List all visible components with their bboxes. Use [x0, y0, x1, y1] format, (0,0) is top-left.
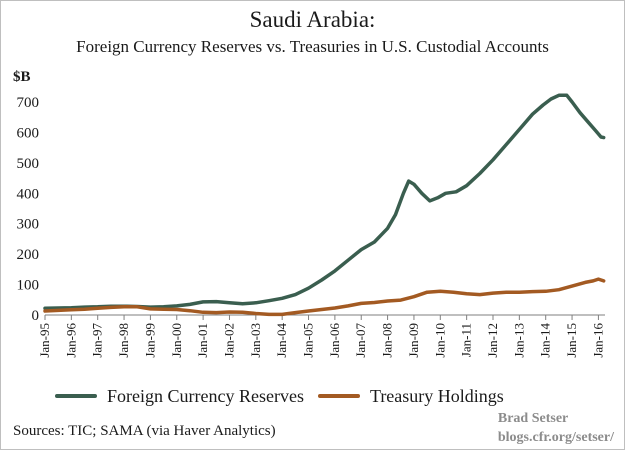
- x-tick-label: Jan-14: [538, 323, 553, 358]
- y-tick-label: 700: [17, 95, 40, 111]
- author-credit: Brad Setser blogs.cfr.org/setser/: [498, 409, 614, 447]
- x-tick-label: Jan-97: [90, 323, 105, 358]
- x-tick-label: Jan-02: [221, 323, 236, 358]
- chart-subtitle: Foreign Currency Reserves vs. Treasuries…: [76, 37, 549, 56]
- legend-item-treasury: Treasury Holdings: [317, 385, 504, 407]
- legend-item-reserves: Foreign Currency Reserves: [55, 386, 304, 407]
- x-tick-label: Jan-05: [301, 323, 316, 358]
- sources-note: Sources: TIC; SAMA (via Haver Analytics): [13, 423, 276, 439]
- y-tick-label: 200: [17, 247, 40, 263]
- y-axis-unit-label: $B: [13, 69, 31, 85]
- legend: Foreign Currency Reserves Treasury Holdi…: [55, 384, 518, 408]
- x-tick-label: Jan-00: [169, 323, 184, 358]
- y-tick-label: 0: [32, 308, 40, 324]
- x-tick-label: Jan-99: [142, 323, 157, 358]
- credit-url: blogs.cfr.org/setser/: [497, 430, 614, 445]
- y-tick-label: 300: [17, 217, 40, 233]
- x-tick-label: Jan-13: [511, 323, 526, 358]
- y-tick-label: 600: [17, 125, 40, 141]
- credit-name: Brad Setser: [497, 411, 569, 426]
- legend-swatch-reserves: [55, 394, 97, 398]
- x-tick-label: Jan-06: [327, 323, 342, 358]
- y-tick-label: 400: [17, 186, 40, 202]
- legend-label-reserves: Foreign Currency Reserves: [107, 385, 304, 406]
- x-tick-label: Jan-10: [432, 323, 447, 358]
- x-tick-label: Jan-04: [274, 323, 289, 358]
- legend-swatch-treasury: [317, 394, 360, 398]
- x-tick-label: Jan-01: [195, 323, 210, 358]
- series-lines: [43, 93, 606, 317]
- chart-title: Saudi Arabia:: [249, 7, 376, 32]
- y-tick-label: 100: [17, 278, 40, 294]
- x-tick-label: Jan-98: [116, 323, 131, 358]
- x-tick-label: Jan-03: [248, 323, 263, 358]
- x-tick-label: Jan-12: [485, 323, 500, 358]
- x-tick-label: Jan-09: [406, 323, 421, 358]
- x-tick-label: Jan-11: [459, 323, 474, 357]
- x-tick-label: Jan-95: [37, 323, 52, 358]
- series-line-treasury: [43, 277, 606, 317]
- x-tick-label: Jan-96: [63, 323, 78, 358]
- series-line-reserves: [43, 93, 606, 311]
- legend-label-treasury: Treasury Holdings: [369, 385, 504, 406]
- y-axis-ticks: 0 100 200 300 400 500 600 700: [17, 95, 40, 324]
- x-tick-label: Jan-16: [590, 323, 605, 358]
- x-axis-ticks: Jan-95 Jan-96 Jan-97 Jan-98 Jan-99 Jan-00 Jan-…: [37, 315, 605, 358]
- x-tick-label: Jan-07: [353, 323, 368, 358]
- y-tick-label: 500: [17, 156, 40, 172]
- x-tick-label: Jan-15: [564, 323, 579, 358]
- x-tick-label: Jan-08: [380, 323, 395, 358]
